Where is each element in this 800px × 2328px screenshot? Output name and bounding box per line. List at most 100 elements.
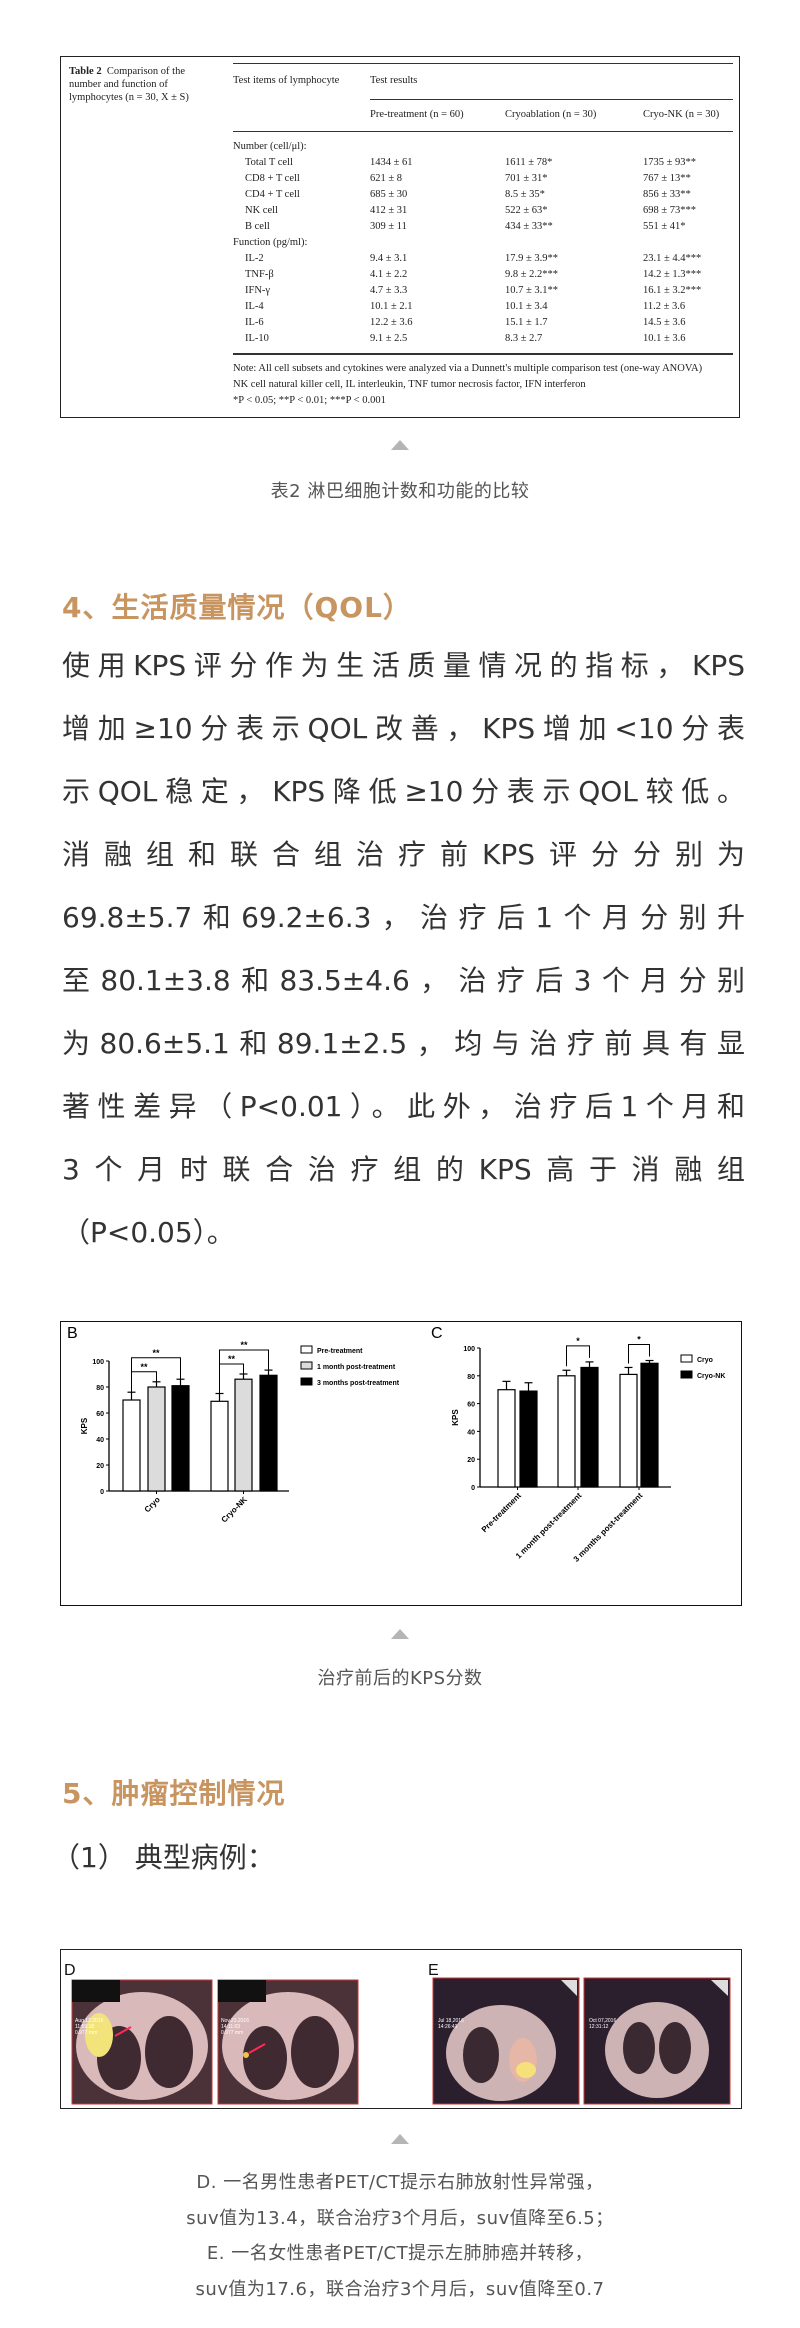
table-cell: 551 ± 41*	[643, 221, 686, 232]
table-cell: 4.1 ± 2.2	[370, 269, 408, 280]
table-section-label: Number (cell/μl):	[233, 139, 733, 155]
x-tick-label: 3 months post-treatment	[572, 1491, 645, 1564]
x-tick-label: Pre-treatment	[480, 1491, 523, 1534]
significance-marker: **	[240, 1340, 248, 1350]
table-cell: 621 ± 8	[370, 173, 403, 184]
image-caption-line: D. 一名男性患者PET/CT提示右肺放射性异常强，	[196, 2172, 604, 2193]
caret-up-icon	[391, 440, 409, 450]
table-cell: 9.1 ± 2.5	[370, 333, 408, 344]
table-cell: 1735 ± 93**	[643, 157, 697, 168]
significance-marker: **	[228, 1354, 236, 1364]
bar	[234, 1378, 253, 1492]
table-cell: 1611 ± 78*	[505, 157, 553, 168]
table-cell: IL-10	[245, 333, 269, 344]
table-cell: 685 ± 30	[370, 189, 408, 200]
significance-marker: **	[152, 1348, 160, 1358]
section-label: Number (cell/μl):	[233, 141, 307, 152]
section-4-heading: 4、生活质量情况（QOL）	[62, 591, 412, 624]
significance-bracket	[131, 1371, 157, 1393]
bar	[259, 1374, 278, 1492]
table-cell: 434 ± 33**	[505, 221, 553, 232]
table-note: NK cell natural killer cell, IL interleu…	[233, 379, 586, 390]
table-row: TNF-β 4.1 ± 2.2 9.8 ± 2.2*** 14.2 ± 1.3***	[233, 267, 733, 283]
paragraph-line: 示QOL稳定，KPS降低≥10分表示QOL较低。	[62, 775, 745, 808]
bar	[619, 1373, 638, 1488]
table-cell: 10.1 ± 2.1	[370, 301, 413, 312]
table-cell: B cell	[245, 221, 270, 232]
bar	[210, 1400, 229, 1492]
image-caption: D. 一名男性患者PET/CT提示右肺放射性异常强， suv值为13.4，联合治…	[0, 2165, 800, 2307]
table-cell: 14.5 ± 3.6	[643, 317, 686, 328]
table-section-label: Function (pg/ml):	[233, 235, 733, 251]
x-tick-label: Cryo	[143, 1495, 162, 1514]
table-cell: 16.1 ± 3.2***	[643, 285, 702, 296]
legend-swatch	[680, 1370, 693, 1379]
table-row: IL-10 9.1 ± 2.5 8.3 ± 2.7 10.1 ± 3.6	[233, 331, 733, 347]
y-tick-label: 40	[96, 1437, 104, 1444]
legend-label: Pre-treatment	[317, 1348, 363, 1355]
table-cell: IL-2	[245, 253, 264, 264]
table-cell: 10.1 ± 3.4	[505, 301, 548, 312]
legend-label: 3 months post-treatment	[317, 1380, 400, 1387]
header-results: Test results	[370, 75, 418, 86]
table-cell: IFN-γ	[245, 285, 271, 296]
section-5-subheading: （1） 典型病例：	[52, 1841, 275, 1874]
significance-marker: *	[637, 1335, 641, 1345]
table-cell: 9.8 ± 2.2***	[505, 269, 559, 280]
y-axis-label: KPS	[451, 1409, 460, 1426]
y-axis-label: KPS	[80, 1417, 89, 1434]
table-cell: 698 ± 73***	[643, 205, 697, 216]
table-cell: 767 ± 13**	[643, 173, 691, 184]
bar	[557, 1375, 576, 1488]
panel-label: C	[431, 1325, 443, 1342]
table-note: *P < 0.05; **P < 0.01; ***P < 0.001	[233, 395, 386, 406]
paragraph-line: 为80.6±5.1和89.1±2.5，均与治疗前具有显	[62, 1027, 745, 1060]
bar	[171, 1385, 190, 1492]
table-row: B cell 309 ± 11 434 ± 33** 551 ± 41*	[233, 219, 733, 235]
table-cell: CD8 + T cell	[245, 173, 300, 184]
table-cell: 8.3 ± 2.7	[505, 333, 543, 344]
table-cell: 23.1 ± 4.4***	[643, 253, 702, 264]
column-header: Pre-treatment (n = 60)	[370, 109, 464, 120]
image-caption-line: E. 一名女性患者PET/CT提示左肺肺癌并转移，	[206, 2243, 594, 2264]
table-cell: 522 ± 63*	[505, 205, 548, 216]
table-cell: 701 ± 31*	[505, 173, 548, 184]
table-cell: Total T cell	[245, 157, 293, 168]
lymphocyte-table: Table 2 Comparison of the number and fun…	[60, 56, 740, 418]
image-caption-line: suv值为17.6，联合治疗3个月后，suv值降至0.7	[195, 2278, 605, 2300]
table-cell: 11.2 ± 3.6	[643, 301, 686, 312]
d2-time: 14:11:03	[221, 2024, 240, 2030]
y-tick-label: 60	[96, 1411, 104, 1418]
table-cell: 10.1 ± 3.6	[643, 333, 686, 344]
bar	[640, 1362, 659, 1488]
legend-swatch	[300, 1345, 313, 1354]
table-cell: 10.7 ± 3.1**	[505, 285, 559, 296]
paragraph-line: 增加≥10分表示QOL改善，KPS增加<10分表	[62, 712, 745, 745]
bar	[519, 1390, 538, 1488]
y-tick-label: 100	[463, 1346, 475, 1353]
paragraph-line: 至80.1±3.8和83.5±4.6，治疗后3个月分别	[62, 964, 745, 997]
bar	[122, 1399, 141, 1492]
y-tick-label: 100	[92, 1359, 104, 1366]
column-header: Cryoablation (n = 30)	[505, 109, 597, 120]
table-row: NK cell 412 ± 31 522 ± 63* 698 ± 73***	[233, 203, 733, 219]
table-cell: 14.2 ± 1.3***	[643, 269, 702, 280]
table-row: IL-2 9.4 ± 3.1 17.9 ± 3.9** 23.1 ± 4.4***	[233, 251, 733, 267]
table-caption-cn: 表2 淋巴细胞计数和功能的比较	[270, 481, 530, 502]
e2-time: 12:31:12	[589, 2024, 609, 2030]
ct-image-e1: Jul 18,2016 14:26:41	[432, 1977, 580, 2105]
kps-charts: B020406080100KPSCryo****Cryo-NK****Pre-t…	[67, 1325, 725, 1564]
table-cell: 1434 ± 61	[370, 157, 413, 168]
ct-image-d1: Aug.12.2016 11:59:18 0.977 mm	[71, 1979, 213, 2105]
table-row: IFN-γ 4.7 ± 3.3 10.7 ± 3.1** 16.1 ± 3.2***	[233, 283, 733, 299]
ct-image-d2: Nov.23.2016 14:11:03 0.977 mm	[217, 1979, 359, 2105]
table-cell: 309 ± 11	[370, 221, 407, 232]
e2-date: Oct 07,2016	[589, 2018, 616, 2024]
arrow-icon	[114, 2026, 132, 2037]
table-row: CD8 + T cell 621 ± 8 701 ± 31* 767 ± 13**	[233, 171, 733, 187]
table-label: Table 2	[69, 66, 102, 77]
paragraph-line: 3个月时联合治疗组的KPS高于消融组	[62, 1153, 745, 1186]
x-tick-label: 1 month post-treatment	[514, 1491, 584, 1561]
d2-thickness: 0.977 mm	[221, 2030, 243, 2036]
legend-label: Cryo	[697, 1357, 713, 1364]
